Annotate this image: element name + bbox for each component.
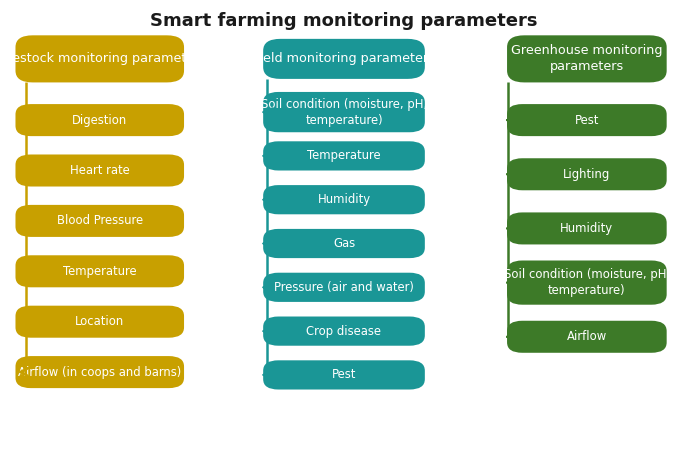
FancyBboxPatch shape (507, 321, 667, 353)
Text: Pressure (air and water): Pressure (air and water) (274, 281, 414, 294)
Text: Location: Location (75, 315, 125, 328)
Text: Blood Pressure: Blood Pressure (56, 214, 143, 227)
FancyBboxPatch shape (263, 92, 424, 132)
FancyBboxPatch shape (15, 154, 184, 187)
Text: Airflow: Airflow (567, 330, 607, 343)
Text: Temperature: Temperature (307, 149, 381, 162)
FancyBboxPatch shape (263, 273, 424, 302)
FancyBboxPatch shape (15, 356, 184, 388)
Text: Soil condition (moisture, pH,
temperature): Soil condition (moisture, pH, temperatur… (504, 268, 670, 297)
FancyBboxPatch shape (15, 205, 184, 237)
FancyBboxPatch shape (507, 104, 667, 136)
Text: Crop disease: Crop disease (306, 325, 382, 338)
Text: Field monitoring parameters: Field monitoring parameters (253, 52, 435, 65)
FancyBboxPatch shape (263, 360, 424, 390)
Text: Humidity: Humidity (317, 193, 371, 206)
FancyBboxPatch shape (263, 141, 424, 171)
FancyBboxPatch shape (507, 158, 667, 190)
FancyBboxPatch shape (263, 39, 424, 79)
FancyBboxPatch shape (507, 212, 667, 244)
FancyBboxPatch shape (15, 35, 184, 82)
Text: Livestock monitoring parameters: Livestock monitoring parameters (0, 52, 206, 65)
Text: Temperature: Temperature (63, 265, 137, 278)
Text: Pest: Pest (574, 114, 599, 127)
Text: Humidity: Humidity (560, 222, 614, 235)
Text: Heart rate: Heart rate (70, 164, 129, 177)
Text: Greenhouse monitoring
parameters: Greenhouse monitoring parameters (511, 44, 663, 73)
FancyBboxPatch shape (15, 255, 184, 287)
Text: Digestion: Digestion (72, 114, 127, 127)
FancyBboxPatch shape (263, 229, 424, 258)
Text: Airflow (in coops and barns): Airflow (in coops and barns) (18, 365, 182, 379)
Text: Smart farming monitoring parameters: Smart farming monitoring parameters (150, 12, 538, 30)
Text: Lighting: Lighting (563, 168, 610, 181)
FancyBboxPatch shape (507, 35, 667, 82)
FancyBboxPatch shape (507, 260, 667, 305)
Text: Pest: Pest (332, 368, 356, 382)
FancyBboxPatch shape (15, 306, 184, 338)
FancyBboxPatch shape (263, 317, 424, 346)
Text: Soil condition (moisture, pH,
temperature): Soil condition (moisture, pH, temperatur… (261, 97, 427, 127)
Text: Gas: Gas (333, 237, 355, 250)
FancyBboxPatch shape (15, 104, 184, 136)
FancyBboxPatch shape (263, 185, 424, 214)
